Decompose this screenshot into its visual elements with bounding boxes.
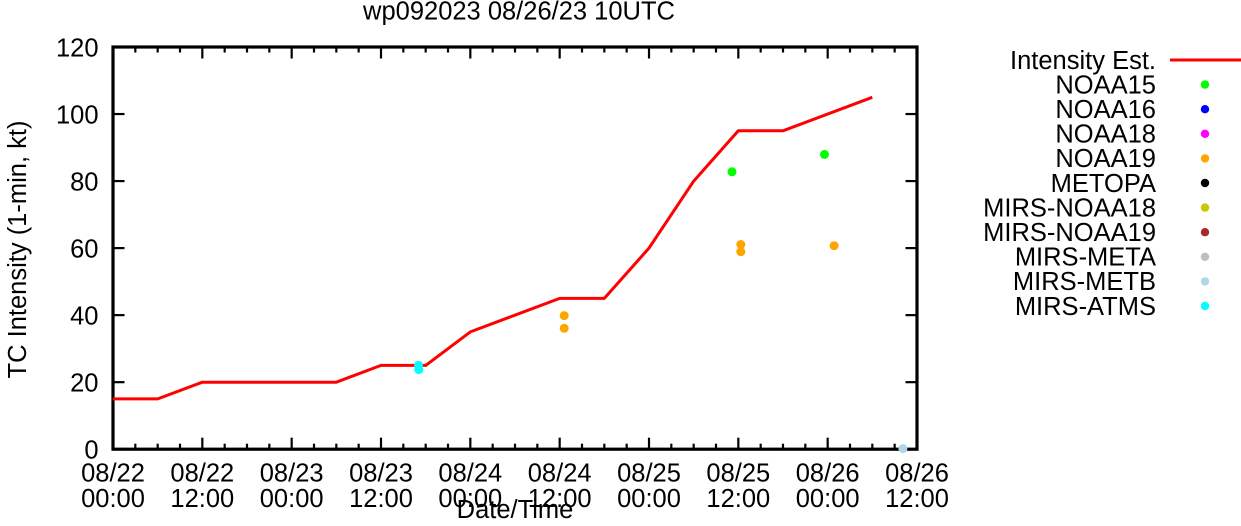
svg-text:40: 40	[70, 302, 98, 330]
svg-text:00:00: 00:00	[81, 485, 145, 513]
svg-text:12:00: 12:00	[885, 485, 949, 513]
svg-text:120: 120	[56, 34, 99, 62]
svg-text:08/24: 08/24	[528, 460, 592, 488]
svg-text:00:00: 00:00	[260, 485, 324, 513]
svg-text:Intensity Est.: Intensity Est.	[1010, 47, 1156, 75]
svg-text:12:00: 12:00	[170, 485, 234, 513]
svg-text:08/25: 08/25	[617, 460, 681, 488]
svg-text:wp092023 08/26/23 10UTC: wp092023 08/26/23 10UTC	[362, 0, 675, 26]
svg-text:METOPA: METOPA	[1051, 170, 1156, 198]
svg-text:NOAA15: NOAA15	[1055, 71, 1156, 99]
svg-text:Date/Time: Date/Time	[457, 496, 574, 521]
svg-text:60: 60	[70, 235, 98, 263]
svg-text:NOAA16: NOAA16	[1055, 96, 1156, 124]
svg-text:08/23: 08/23	[349, 460, 413, 488]
svg-text:08/26: 08/26	[885, 460, 949, 488]
svg-text:MIRS-METB: MIRS-METB	[1013, 268, 1156, 296]
svg-text:08/22: 08/22	[170, 460, 234, 488]
svg-text:12:00: 12:00	[706, 485, 770, 513]
svg-text:MIRS-NOAA19: MIRS-NOAA19	[983, 219, 1156, 247]
svg-text:00:00: 00:00	[617, 485, 681, 513]
svg-text:NOAA18: NOAA18	[1055, 121, 1156, 149]
svg-text:100: 100	[56, 101, 99, 129]
svg-text:80: 80	[70, 168, 98, 196]
svg-text:TC Intensity (1-min, kt): TC Intensity (1-min, kt)	[4, 121, 32, 379]
svg-text:08/22: 08/22	[81, 460, 145, 488]
svg-text:08/24: 08/24	[438, 460, 502, 488]
svg-text:MIRS-META: MIRS-META	[1015, 244, 1156, 272]
svg-text:12:00: 12:00	[528, 485, 592, 513]
svg-text:MIRS-NOAA18: MIRS-NOAA18	[983, 194, 1156, 222]
svg-text:08/23: 08/23	[260, 460, 324, 488]
svg-text:08/25: 08/25	[706, 460, 770, 488]
svg-text:0: 0	[84, 437, 98, 465]
svg-text:12:00: 12:00	[349, 485, 413, 513]
svg-text:NOAA19: NOAA19	[1055, 145, 1156, 173]
svg-text:08/26: 08/26	[796, 460, 860, 488]
svg-text:MIRS-ATMS: MIRS-ATMS	[1015, 293, 1156, 321]
svg-text:00:00: 00:00	[796, 485, 860, 513]
svg-text:20: 20	[70, 370, 98, 398]
svg-text:00:00: 00:00	[438, 485, 502, 513]
